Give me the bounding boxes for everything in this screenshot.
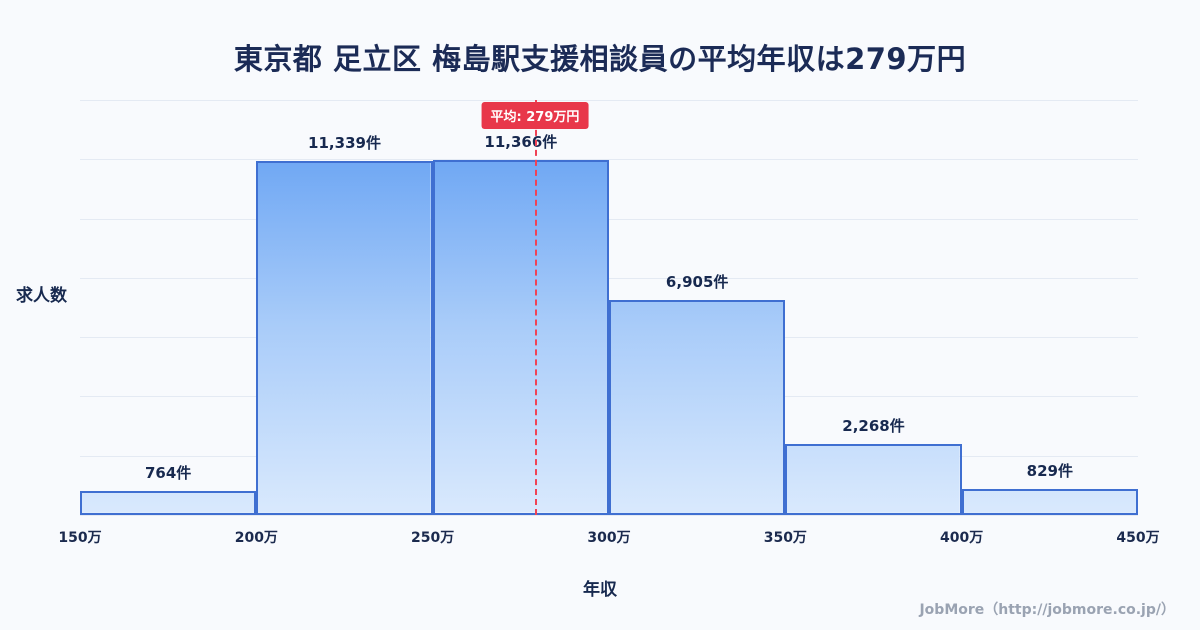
bar-value-label: 11,366件 [484, 133, 558, 152]
histogram-bar [785, 444, 962, 515]
x-tick-label: 300万 [587, 530, 631, 546]
bar-value-label: 829件 [1026, 462, 1073, 481]
x-tick-label: 350万 [763, 530, 807, 546]
bar-value-label: 11,339件 [308, 134, 381, 153]
x-tick-label: 450万 [1116, 530, 1160, 546]
bar-value-label: 6,905件 [665, 272, 729, 291]
bar-value-label: 764件 [145, 464, 192, 483]
x-tick-label: 150万 [58, 530, 102, 546]
gridline [80, 159, 1138, 161]
histogram-bar [961, 489, 1138, 515]
average-line [534, 100, 537, 515]
average-badge: 平均: 279万円 [481, 102, 589, 129]
gridline [80, 218, 1138, 220]
y-axis-label: 求人数 [16, 286, 67, 306]
histogram-bar [80, 491, 257, 515]
histogram-bar [432, 160, 609, 515]
footer-credit: JobMore（http://jobmore.co.jp/） [919, 602, 1175, 618]
histogram-plot: 764件 11,339件 11,366件 6,905件 2,268件 829件 150万 20… [58, 100, 1160, 546]
gridline [80, 100, 1138, 101]
chart-title: 東京都 足立区 梅島駅支援相談員の平均年収は279万円 [233, 42, 967, 76]
histogram-bar [609, 299, 786, 515]
x-axis-label: 年収 [583, 580, 617, 600]
x-tick-label: 200万 [234, 530, 278, 546]
histogram-bar [256, 161, 433, 515]
gridline [80, 515, 1138, 516]
bar-value-label: 2,268件 [842, 417, 905, 436]
x-tick-label: 250万 [411, 530, 455, 546]
gridline [80, 277, 1138, 279]
x-tick-label: 400万 [940, 530, 984, 546]
